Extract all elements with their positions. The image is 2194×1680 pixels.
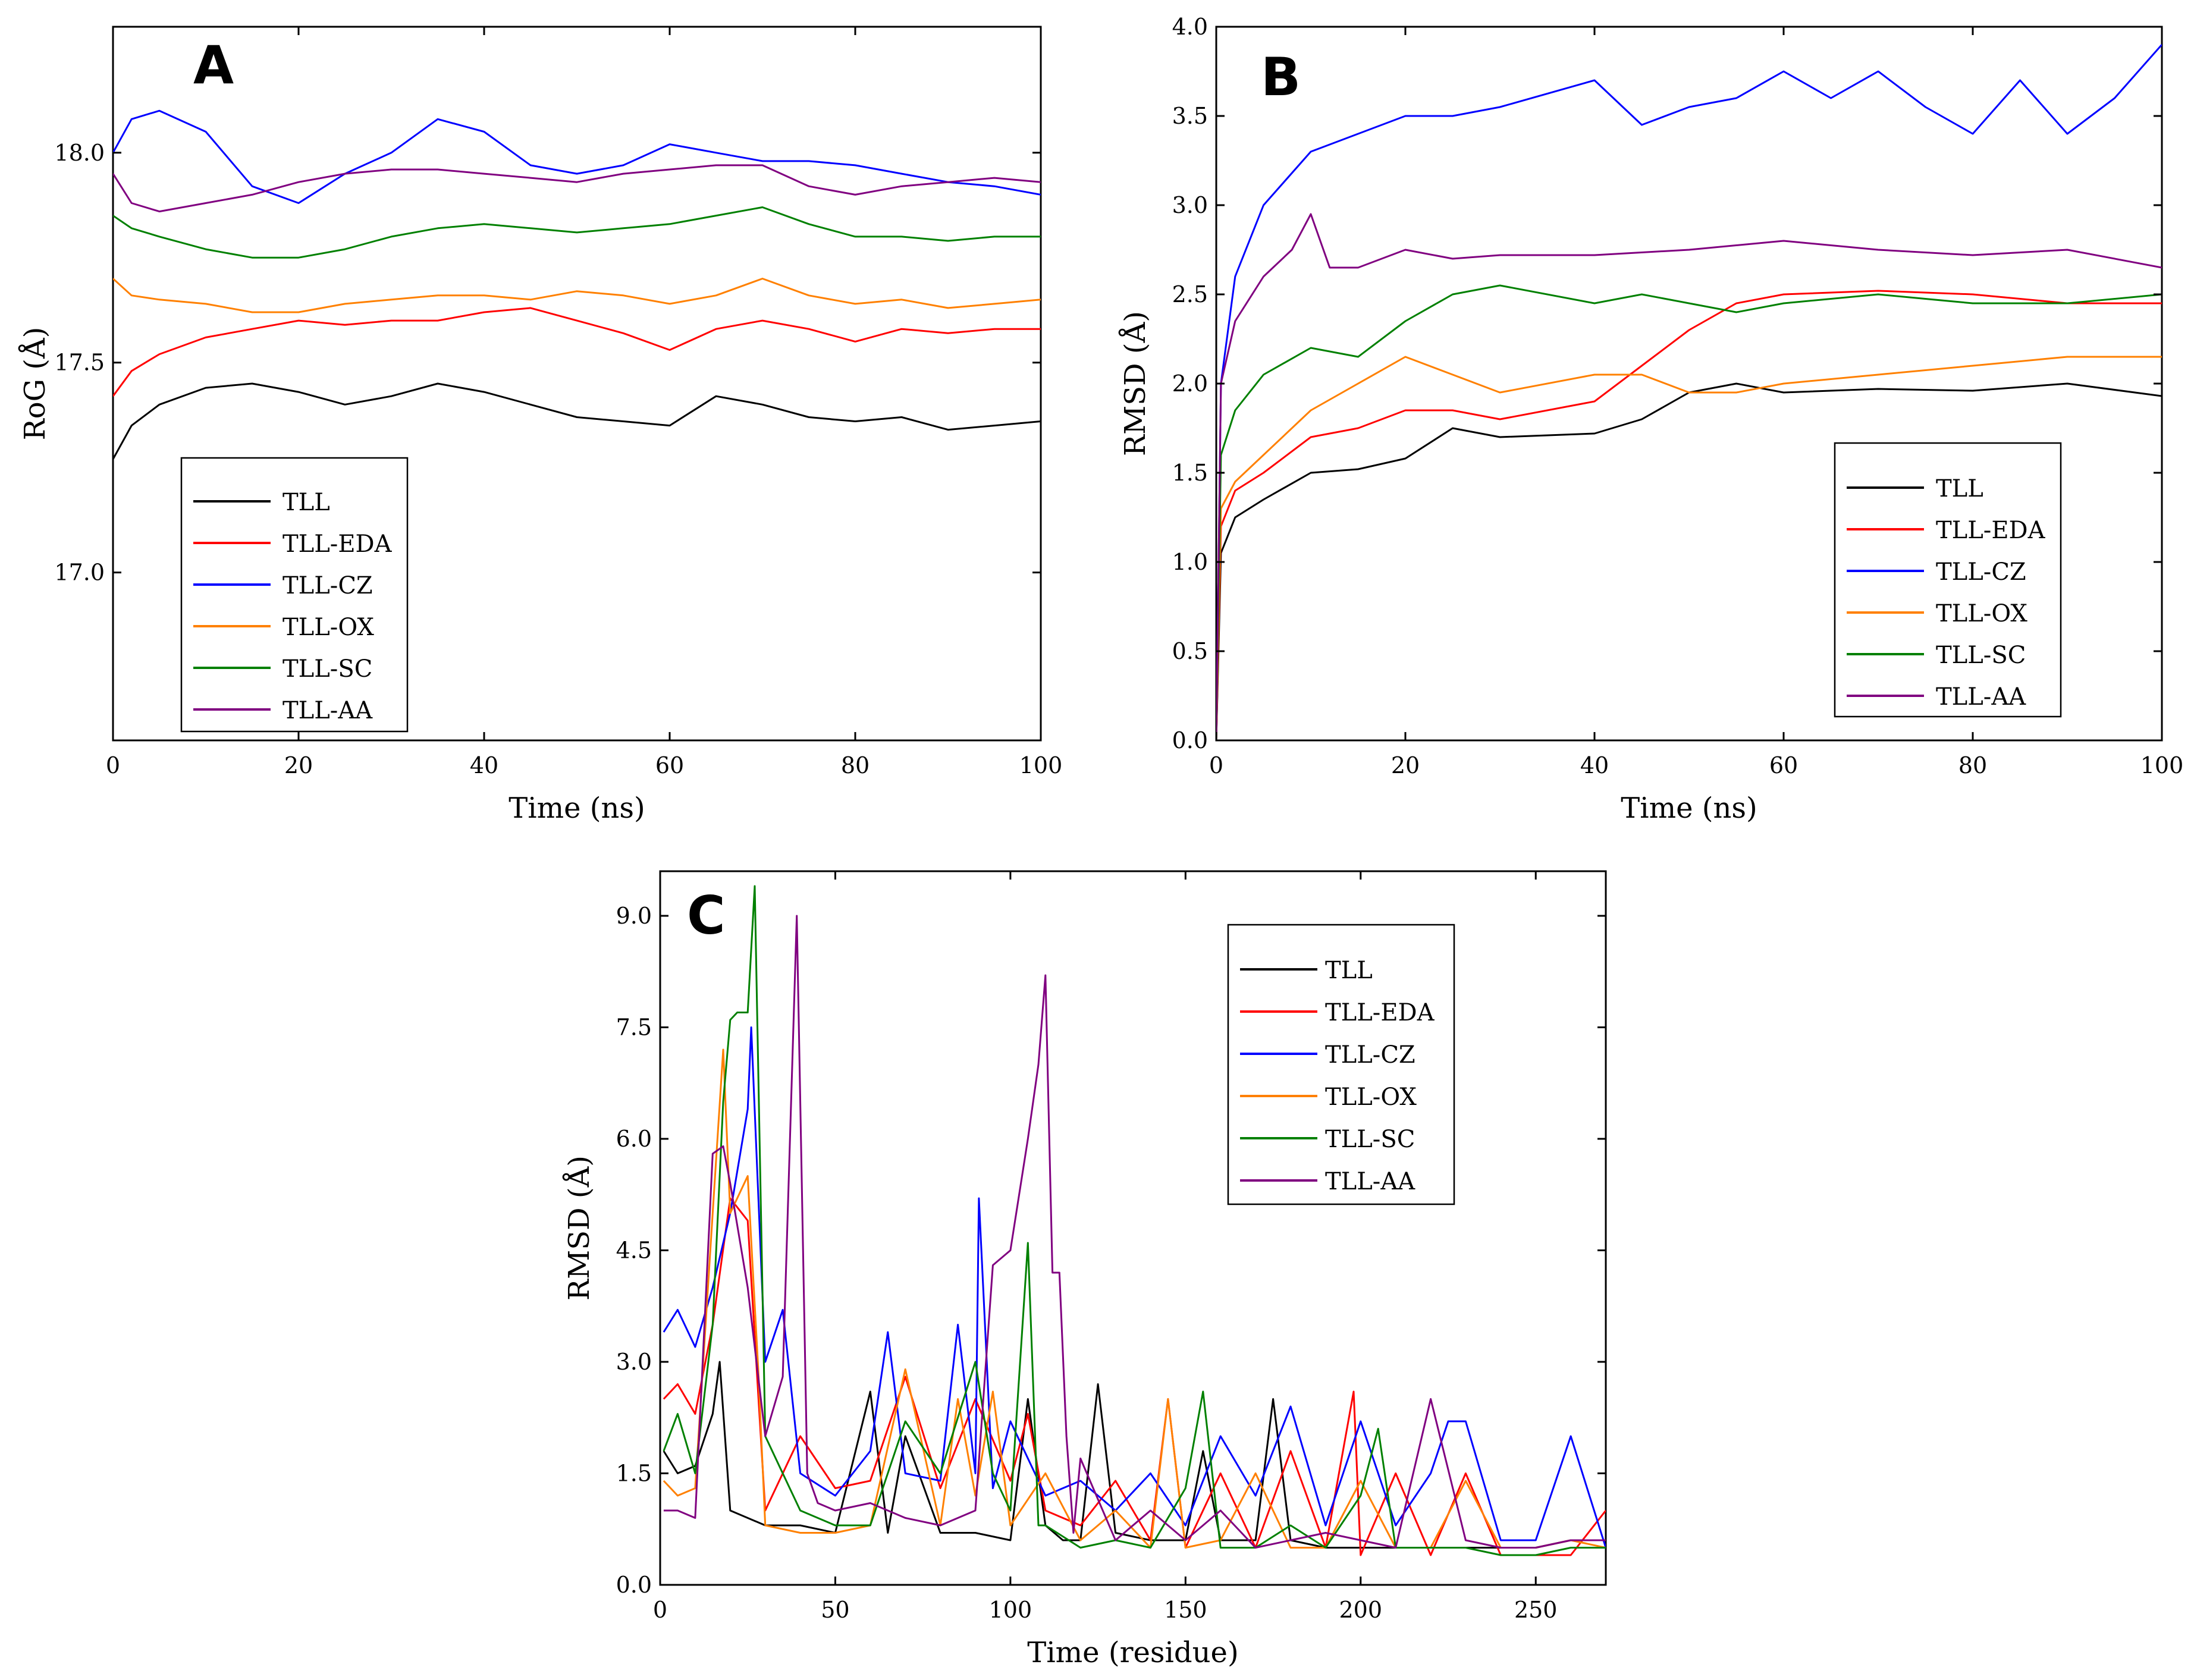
- legend-label-tll-ox: TLL-OX: [283, 614, 374, 641]
- x-tick-label: 40: [470, 752, 498, 778]
- panel-c: 0 50 100 150 200 250 0.0 1.5 3.0 4.5 6.0 7.5 9.0 C T…: [562, 870, 1607, 1669]
- panel-b: 0 20 40 60 80 1000.00.51.01.52.02.53.03.54.0 …: [1118, 14, 2183, 825]
- legend-label-tll-sc: TLL-SC: [283, 655, 372, 683]
- panel-c-legend-box: [1227, 924, 1455, 1205]
- panel-a-legend-box: [180, 457, 409, 733]
- legend-label-tll: TLL: [1936, 475, 1983, 503]
- series-line-tll-cz: [113, 109, 1041, 204]
- panel-c-y-axis-label: RMSD (Å): [562, 1155, 596, 1301]
- series-line-tll-eda: [113, 307, 1041, 397]
- panel-b-series-group: [1216, 44, 2162, 740]
- x-tick-label: 20: [1391, 752, 1420, 778]
- y-tick-label: 4.5: [616, 1238, 652, 1264]
- series-line-tll-sc: [113, 206, 1041, 259]
- panel-a-y-axis-label: RoG (Å): [18, 327, 52, 441]
- legend-label-tll-aa: TLL-AA: [1936, 683, 2026, 711]
- y-tick-label: 3.0: [616, 1349, 652, 1375]
- legend-label-tll: TLL: [1325, 957, 1373, 984]
- legend-label-tll-aa: TLL-AA: [1325, 1168, 1415, 1195]
- panel-a-axes-group: 0 20 40 60 80 100 17.0 17.5 18.0: [54, 27, 1062, 778]
- panel-c-letter: C: [687, 885, 726, 946]
- legend-label-tll-cz: TLL-CZ: [1936, 558, 2026, 586]
- y-tick-label: 0.5: [1172, 638, 1208, 664]
- x-tick-label: 200: [1339, 1597, 1383, 1623]
- panel-a-x-axis-label: Time (ns): [509, 792, 645, 825]
- panel-a-letter: A: [193, 34, 234, 96]
- x-tick-label: 100: [2140, 752, 2184, 778]
- y-tick-label: 18.0: [54, 140, 105, 166]
- panel-b-letter: B: [1261, 46, 1301, 108]
- x-tick-label: 150: [1164, 1597, 1207, 1623]
- panel-c-legend: TLL TLL-EDA TLL-CZ TLL-OX TLL-SC TLL-AA: [1227, 924, 1455, 1205]
- legend-label-tll-eda: TLL-EDA: [1325, 999, 1435, 1026]
- legend-label-tll-sc: TLL-SC: [1325, 1126, 1415, 1153]
- series-line-tll-ox: [113, 278, 1041, 313]
- panel-c-x-axis-label: Time (residue): [1027, 1636, 1238, 1669]
- series-line-tll-aa: [113, 164, 1041, 213]
- x-tick-label: 60: [1769, 752, 1798, 778]
- series-line-tll: [113, 382, 1041, 460]
- x-tick-label: 60: [655, 752, 684, 778]
- series-line-tll-ox: [1216, 356, 2162, 740]
- legend-label-tll-cz: TLL-CZ: [283, 572, 373, 599]
- x-tick-label: 100: [1019, 752, 1063, 778]
- x-tick-label: 80: [1958, 752, 1987, 778]
- y-tick-label: 1.5: [1172, 460, 1208, 486]
- legend-label-tll-ox: TLL-OX: [1936, 600, 2027, 627]
- y-tick-label: 4.0: [1172, 14, 1208, 40]
- panel-c-series-group: [663, 885, 1606, 1556]
- legend-label-tll-aa: TLL-AA: [283, 697, 373, 724]
- y-tick-label: 9.0: [616, 903, 652, 929]
- legend-label-tll: TLL: [283, 489, 330, 516]
- panel-c-frame: [659, 870, 1607, 1586]
- y-tick-label: 2.5: [1172, 281, 1208, 307]
- x-tick-label: 40: [1580, 752, 1609, 778]
- x-tick-label: 80: [841, 752, 870, 778]
- legend-label-tll-ox: TLL-OX: [1325, 1084, 1417, 1111]
- x-tick-label: 100: [989, 1597, 1032, 1623]
- legend-label-tll-eda: TLL-EDA: [1936, 517, 2046, 544]
- y-tick-label: 0.0: [1172, 727, 1208, 753]
- y-tick-label: 17.5: [54, 350, 105, 376]
- y-tick-label: 17.0: [54, 560, 105, 586]
- x-tick-label: 20: [284, 752, 313, 778]
- panel-a-legend: TLL TLL-EDA TLL-CZ TLL-OX TLL-SC TLL-AA: [180, 457, 409, 733]
- y-tick-label: 3.0: [1172, 192, 1208, 218]
- series-line-tll-sc: [1216, 284, 2162, 740]
- series-line-tll-aa: [1216, 213, 2162, 740]
- legend-label-tll-sc: TLL-SC: [1936, 642, 2026, 669]
- x-tick-label: 250: [1514, 1597, 1558, 1623]
- panel-b-x-axis-label: Time (ns): [1621, 792, 1757, 825]
- y-tick-label: 0.0: [616, 1572, 652, 1598]
- legend-label-tll-eda: TLL-EDA: [283, 530, 393, 558]
- series-line-tll-eda: [1216, 290, 2162, 740]
- x-tick-label: 0: [653, 1597, 667, 1623]
- panel-a-frame: [112, 26, 1042, 742]
- series-line-tll-sc: [663, 885, 1606, 1556]
- panel-b-y-axis-label: RMSD (Å): [1118, 311, 1152, 456]
- y-tick-label: 7.5: [616, 1015, 652, 1041]
- x-tick-label: 50: [821, 1597, 849, 1623]
- series-line-tll-cz: [1216, 44, 2162, 740]
- panel-c-axes-group: 0 50 100 150 200 250 0.0 1.5 3.0 4.5 6.0 7.5 9.0: [616, 871, 1606, 1623]
- panel-a-series-group: [113, 109, 1041, 460]
- y-tick-label: 1.0: [1172, 549, 1208, 575]
- series-line-tll-aa: [663, 915, 1606, 1549]
- panel-b-axes-group: 0 20 40 60 80 100 0.0 0.5 1.0 1.5 2.0 2.5 3.0 3.5 4.0: [1172, 14, 2184, 778]
- y-tick-label: 6.0: [616, 1126, 652, 1152]
- series-line-tll: [663, 1361, 1606, 1549]
- series-line-tll: [1216, 382, 2162, 740]
- y-tick-label: 2.0: [1172, 370, 1208, 397]
- y-tick-label: 3.5: [1172, 103, 1208, 129]
- x-tick-label: 0: [1209, 752, 1223, 778]
- y-tick-label: 1.5: [616, 1461, 652, 1487]
- x-tick-label: 0: [106, 752, 120, 778]
- panel-a: 0 20 40 60 80 100 17.0 17.5 18.0 A Time (ns) RoG…: [18, 26, 1062, 825]
- panel-b-legend: TLL TLL-EDA TLL-CZ TLL-OX TLL-SC TLL-AA: [1834, 442, 2062, 718]
- legend-label-tll-cz: TLL-CZ: [1325, 1041, 1415, 1069]
